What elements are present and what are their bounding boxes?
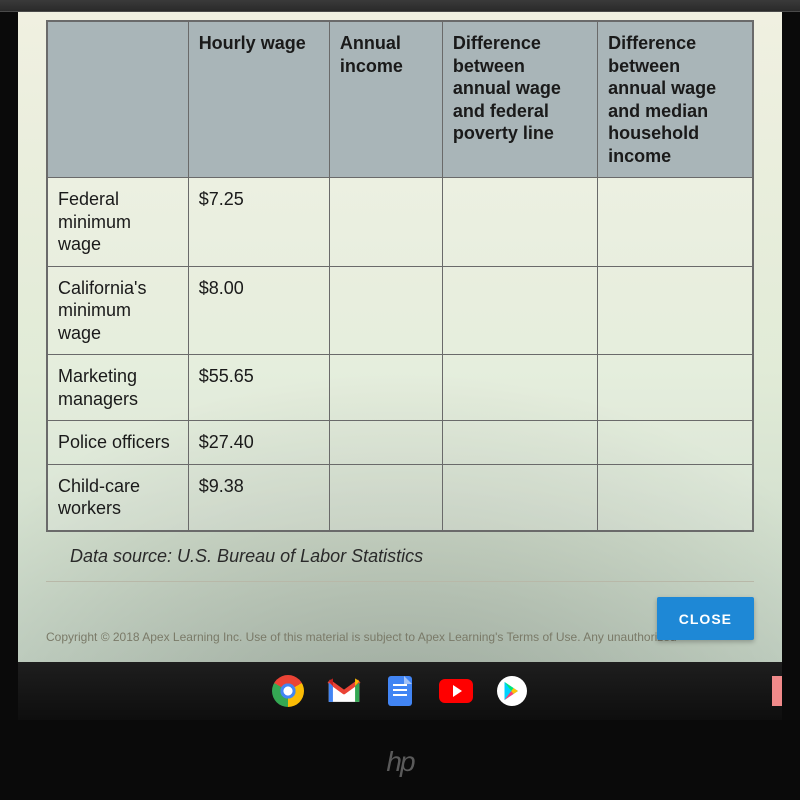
screen: Hourly wage Annual income Difference bet… [0,0,800,800]
cell-annual [329,178,442,267]
cell-annual [329,266,442,355]
cell-hourly: $55.65 [188,355,329,421]
cell-diff-poverty [442,464,597,531]
cell-diff-median [598,421,753,465]
cell-annual [329,421,442,465]
table-row: Federal minimum wage $7.25 [47,178,753,267]
close-button[interactable]: CLOSE [657,597,754,640]
cell-hourly: $27.40 [188,421,329,465]
table-row: Marketing managers $55.65 [47,355,753,421]
docs-icon[interactable] [382,673,418,709]
wage-table: Hourly wage Annual income Difference bet… [46,20,754,532]
cell-annual [329,355,442,421]
cell-diff-poverty [442,266,597,355]
table-header-hourly: Hourly wage [188,21,329,178]
row-label: Federal minimum wage [47,178,188,267]
cell-hourly: $7.25 [188,178,329,267]
chrome-icon[interactable] [270,673,306,709]
data-source-note: Data source: U.S. Bureau of Labor Statis… [46,532,754,567]
cell-diff-median [598,178,753,267]
table-row: California's minimum wage $8.00 [47,266,753,355]
row-label: California's minimum wage [47,266,188,355]
divider [46,581,754,582]
cell-diff-median [598,464,753,531]
taskbar-edge-indicator [772,676,782,706]
copyright-text: Copyright © 2018 Apex Learning Inc. Use … [46,630,754,644]
table-header-row: Hourly wage Annual income Difference bet… [47,21,753,178]
cell-diff-median [598,266,753,355]
table-header-diff-median: Difference between annual wage and media… [598,21,753,178]
table-row: Child-care workers $9.38 [47,464,753,531]
youtube-icon[interactable] [438,673,474,709]
table-header-annual: Annual income [329,21,442,178]
play-store-icon[interactable] [494,673,530,709]
row-label: Marketing managers [47,355,188,421]
table-header-diff-poverty: Difference between annual wage and feder… [442,21,597,178]
row-label: Child-care workers [47,464,188,531]
table-row: Police officers $27.40 [47,421,753,465]
cell-hourly: $9.38 [188,464,329,531]
cell-hourly: $8.00 [188,266,329,355]
gmail-icon[interactable] [326,673,362,709]
cell-diff-poverty [442,421,597,465]
table-header-empty [47,21,188,178]
row-label: Police officers [47,421,188,465]
browser-chrome-top [0,0,800,12]
cell-diff-poverty [442,178,597,267]
taskbar [18,662,782,720]
page-content: Hourly wage Annual income Difference bet… [18,12,782,662]
cell-diff-poverty [442,355,597,421]
laptop-brand-logo: hp [0,746,800,778]
cell-annual [329,464,442,531]
cell-diff-median [598,355,753,421]
